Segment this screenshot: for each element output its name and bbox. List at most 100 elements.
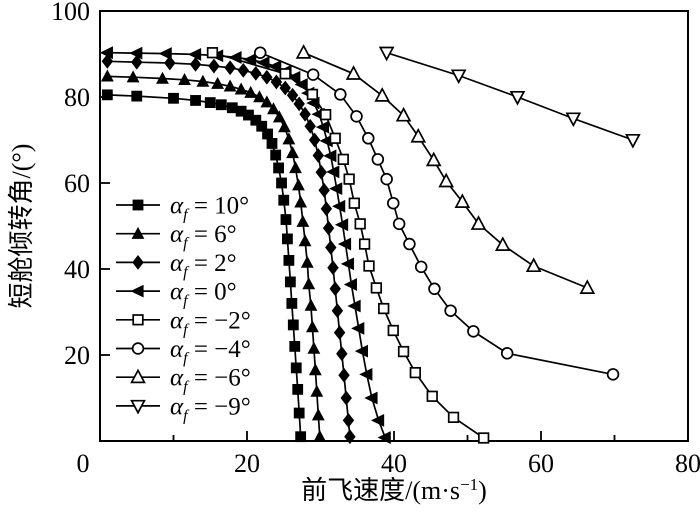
series-marker-triangle-up-filled xyxy=(313,429,327,442)
series-marker-square-filled xyxy=(243,109,254,121)
series-marker-square-open xyxy=(348,197,360,209)
series-marker-triangle-left-filled xyxy=(347,299,361,313)
legend-item-0: αf = 10° xyxy=(116,193,249,224)
series-marker-circle-open xyxy=(444,304,457,317)
series-marker-triangle-left-filled xyxy=(158,47,172,60)
series-marker-triangle-up-filled xyxy=(100,69,114,82)
y-tick-label: 60 xyxy=(64,169,90,198)
series-marker-square-filled xyxy=(287,319,299,331)
series-marker-triangle-left-filled xyxy=(351,321,365,335)
series-marker-diamond-filled xyxy=(312,148,324,163)
series-marker-triangle-down-open xyxy=(509,90,526,106)
series-marker-triangle-left-filled xyxy=(243,53,257,66)
series-marker-square-filled xyxy=(284,276,296,288)
series-marker-triangle-down-open xyxy=(565,112,582,128)
x-tick-label: 80 xyxy=(675,449,700,478)
legend-item-5: αf = −4° xyxy=(116,336,251,367)
series-marker-square-open xyxy=(337,153,349,166)
series-line-7 xyxy=(386,51,634,141)
series-marker-triangle-left-filled xyxy=(287,70,301,84)
series-marker-triangle-down-open xyxy=(130,399,146,415)
series-marker-circle-open xyxy=(253,46,267,59)
series-marker-square-open xyxy=(132,314,144,326)
series-marker-triangle-left-filled xyxy=(364,391,378,405)
series-marker-square-open xyxy=(354,218,366,230)
series-αf = 0° xyxy=(99,46,391,444)
series-marker-square-filled xyxy=(283,255,295,266)
series-marker-triangle-left-filled xyxy=(334,218,349,232)
series-marker-square-open xyxy=(358,238,371,250)
series-marker-square-filled xyxy=(280,214,292,225)
series-marker-square-open xyxy=(397,345,410,358)
series-marker-diamond-filled xyxy=(293,96,305,112)
series-marker-square-filled xyxy=(250,114,262,126)
series-marker-square-filled xyxy=(235,105,247,117)
series-marker-triangle-left-filled xyxy=(343,278,357,291)
series-αf = −4° xyxy=(253,46,620,381)
series-marker-diamond-filled xyxy=(286,87,299,103)
series-marker-square-filled xyxy=(290,362,302,374)
series-marker-triangle-up-filled xyxy=(310,384,324,397)
legend-label: αf = 6° xyxy=(170,221,237,252)
series-marker-triangle-up-filled xyxy=(307,341,321,354)
series-αf = 6° xyxy=(100,69,327,442)
series-marker-square-open xyxy=(387,324,399,337)
series-marker-triangle-up-filled xyxy=(306,320,319,333)
y-axis-label: 短舱倾转角/(°) xyxy=(7,144,36,309)
series-marker-square-filled xyxy=(132,199,144,211)
series-marker-square-filled xyxy=(131,90,143,102)
series-marker-circle-open xyxy=(350,110,363,123)
series-marker-triangle-up-filled xyxy=(292,178,305,191)
series-marker-circle-open xyxy=(392,217,406,231)
y-tick-labels: 20 40 60 80 100 xyxy=(51,0,90,370)
x-tick-label: 40 xyxy=(381,449,407,478)
series-marker-triangle-left-filled xyxy=(337,237,352,251)
series-marker-circle-open xyxy=(500,347,514,360)
series-marker-square-filled xyxy=(256,120,268,132)
legend-item-4: αf = −2° xyxy=(116,307,251,338)
series-marker-triangle-up-open xyxy=(425,151,442,167)
series-marker-triangle-up-open xyxy=(410,127,427,143)
series-marker-square-filled xyxy=(266,138,278,149)
series-marker-square-filled xyxy=(282,233,293,245)
series-marker-circle-open xyxy=(606,368,620,381)
series-marker-triangle-up-filled xyxy=(178,73,191,85)
series-marker-triangle-up-filled xyxy=(260,95,274,108)
series-marker-circle-open xyxy=(131,342,145,355)
series-marker-square-open xyxy=(378,302,390,315)
y-tick-label: 100 xyxy=(51,0,90,26)
series-marker-triangle-up-open xyxy=(579,279,596,294)
series-marker-square-open xyxy=(370,282,383,294)
series-marker-triangle-up-filled xyxy=(300,255,314,268)
series-marker-diamond-filled xyxy=(338,367,350,383)
series-marker-diamond-filled xyxy=(208,58,220,74)
series-marker-triangle-up-open xyxy=(395,106,412,122)
series-marker-triangle-up-filled xyxy=(294,195,308,208)
series-marker-triangle-left-filled xyxy=(319,134,333,148)
series-marker-triangle-up-filled xyxy=(272,110,286,123)
series-marker-triangle-up-open xyxy=(470,215,487,230)
series-marker-circle-open xyxy=(387,196,400,210)
series-marker-triangle-up-open xyxy=(374,87,391,102)
legend: αf = 10°αf = 6°αf = 2°αf = 0°αf = −2°αf … xyxy=(116,193,251,424)
series-marker-square-filled xyxy=(293,407,305,419)
series-marker-diamond-filled xyxy=(322,220,335,236)
legend-label: αf = −4° xyxy=(170,336,251,367)
series-marker-diamond-filled xyxy=(261,69,273,85)
series-marker-square-open xyxy=(363,260,375,272)
series-marker-triangle-left-filled xyxy=(99,46,113,60)
series-marker-circle-open xyxy=(380,172,393,186)
series-marker-diamond-filled xyxy=(318,182,330,198)
series-marker-triangle-left-filled xyxy=(315,120,330,134)
series-marker-circle-open xyxy=(414,260,428,274)
series-marker-triangle-up-filled xyxy=(223,79,237,92)
series-marker-diamond-filled xyxy=(131,54,143,70)
x-tick-label: 60 xyxy=(528,449,554,478)
series-marker-circle-open xyxy=(334,88,347,101)
series-marker-triangle-up-filled xyxy=(304,298,318,311)
series-marker-diamond-filled xyxy=(344,429,356,445)
legend-label: αf = 0° xyxy=(170,279,237,310)
series-marker-diamond-filled xyxy=(336,346,348,362)
